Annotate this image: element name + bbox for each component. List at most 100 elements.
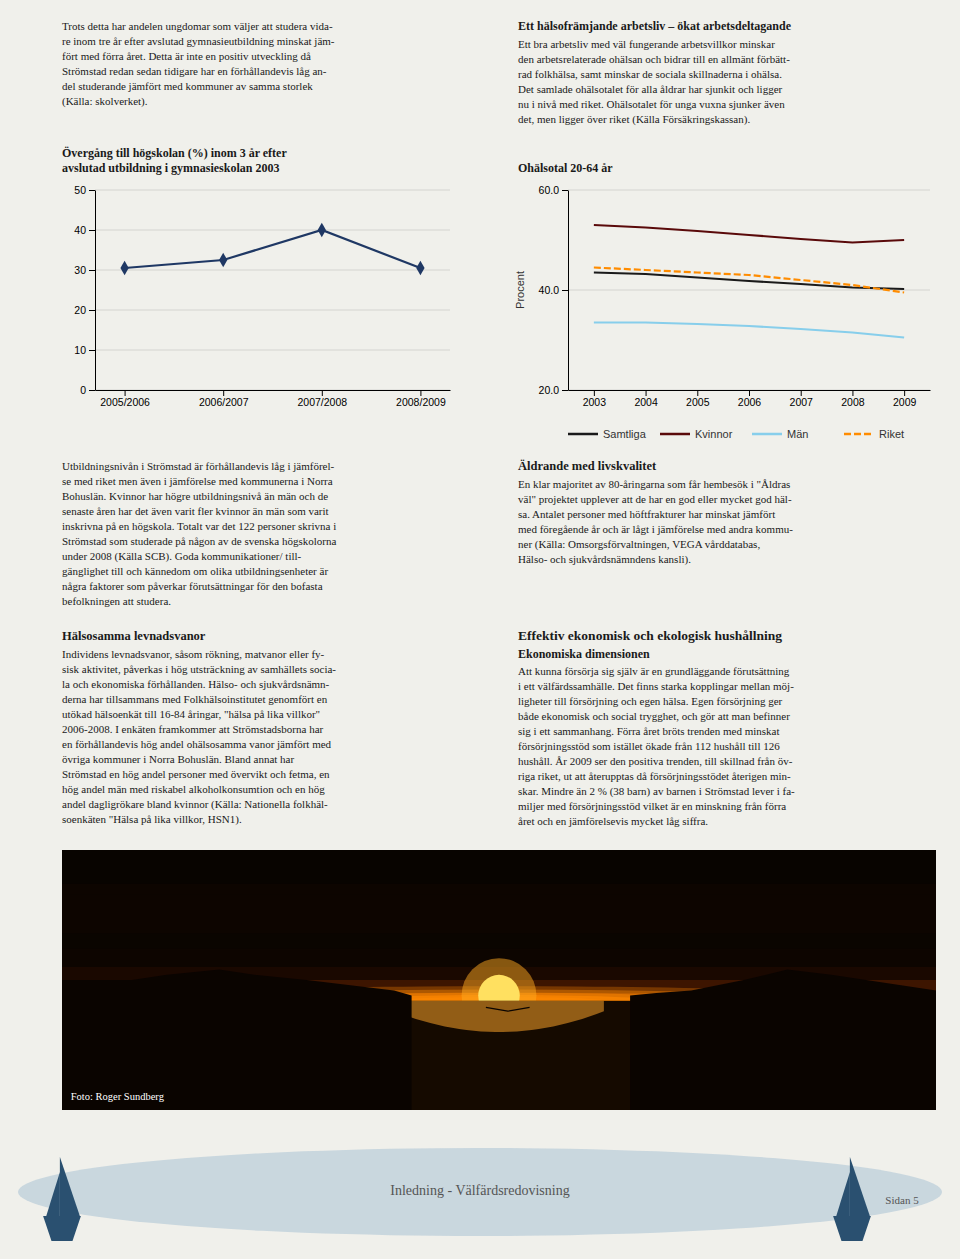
body-text: året och en jämförelsevis mycket låg sif… (518, 815, 708, 827)
tick-mark (89, 230, 95, 231)
grid (95, 190, 450, 390)
chart-title-line: Övergång till högskolan (%) inom 3 år ef… (62, 146, 287, 160)
body-text: den arbetsrelaterade ohälsan och bidrar … (518, 53, 790, 65)
body-text: Strömstad som studerade på någon av de s… (62, 535, 336, 547)
body-text: Strömstad redan sedan tidigare har en fö… (62, 65, 327, 77)
tick-mark (594, 390, 595, 396)
legend-swatch (844, 433, 874, 436)
body-text: både ekonomisk och social trygghet, och … (518, 710, 790, 722)
tick-label: 0 (80, 384, 86, 396)
body-text: soenkäten "Hälsa på lika villkor, HSN1). (62, 813, 242, 826)
axis-title: Procent (514, 271, 526, 309)
body-text: inskrivna på en högskola. Totalt var det… (62, 520, 336, 532)
tick: 2003 (583, 390, 607, 408)
tick-mark (749, 390, 750, 396)
chart-title: Övergång till högskolan (%) inom 3 år ef… (62, 146, 287, 175)
body-text: sisk aktivitet, påverkas i hög utsträckn… (62, 663, 336, 675)
tick: 0 (80, 384, 95, 396)
tick-label: 2008 (841, 396, 865, 408)
body-text: Individens levnadsvanor, såsom rökning, … (62, 648, 325, 660)
legend-label: Samtliga (603, 428, 647, 440)
heading: Ett hälsofrämjande arbetsliv – ökat arbe… (518, 19, 792, 33)
chart: 010203040502005/20062006/20072007/200820… (62, 146, 451, 408)
body-text: se med riket men även i jämförelse med k… (62, 475, 333, 487)
photo-land (62, 970, 412, 1110)
tick-label: 2008/2009 (396, 396, 446, 408)
tick-mark (89, 270, 95, 271)
marker (416, 261, 424, 275)
tick-label: 2005/2006 (100, 396, 150, 408)
tick: 40.0 (539, 284, 568, 296)
marks (120, 223, 424, 275)
legend-item: Riket (844, 428, 904, 440)
series-line (594, 225, 904, 243)
tick-mark (420, 390, 421, 396)
photo-band (62, 850, 936, 1110)
tick-label: 20 (74, 304, 86, 316)
chart-title: Ohälsotal 20-64 år (518, 161, 613, 175)
marker (318, 223, 326, 237)
tick: 2006/2007 (199, 390, 249, 408)
body-text: sig i ett sammanhang. Förra året bröts t… (518, 725, 780, 737)
body-text: under 2008 (Källa SCB). Goda kommunikati… (62, 550, 302, 563)
plot-area: 20.040.060.02003200420052006200720082009… (514, 184, 931, 409)
body-text: Strömstad en hög andel personer med över… (62, 768, 330, 780)
tick: 2008/2009 (396, 390, 446, 408)
body-text: hög andel män med riskabel alkoholkonsum… (62, 783, 325, 795)
subheading: Ekonomiska dimensionen (518, 647, 650, 661)
y-axis: 01020304050 (74, 184, 95, 396)
tick-mark (852, 390, 853, 396)
footer-wave (18, 1148, 942, 1236)
body-text: hushåll. År 2009 ser den positiva trende… (518, 755, 793, 767)
tick-label: 20.0 (539, 384, 560, 396)
grid-line (568, 290, 930, 291)
photo-land (630, 970, 936, 1110)
body-text: Ett bra arbetsliv med väl fungerande arb… (518, 38, 775, 50)
body-text: re inom tre år efter avslutad gymnasieut… (62, 35, 335, 47)
tick: 40 (74, 224, 95, 236)
tick-mark (562, 390, 568, 391)
text-block: Ett hälsofrämjande arbetsliv – ökat arbe… (518, 19, 792, 126)
photo: Foto: Roger Sundberg (62, 850, 936, 1110)
sailboat-part (60, 1157, 80, 1216)
legend-swatch (660, 433, 690, 436)
tick: 2006 (738, 390, 762, 408)
chart-title-line: avslutad utbildning i gymnasieskolan 200… (62, 161, 279, 175)
body-text: övriga kommuner i Norra Bohuslän. Bland … (62, 753, 295, 765)
sailboat-part (850, 1157, 870, 1216)
axis-line (568, 191, 569, 391)
legend-item: Kvinnor (660, 428, 733, 440)
grid-line (95, 230, 450, 231)
x-axis: 2003200420052006200720082009 (569, 390, 931, 408)
body-text: senaste åren har det även varit fler kvi… (62, 505, 329, 517)
tick-label: 2003 (583, 396, 607, 408)
series-line (594, 268, 904, 293)
body-text: det, men ligger över riket (Källa Försäk… (518, 113, 750, 126)
legend-label: Kvinnor (695, 428, 733, 440)
tick-label: 2005 (686, 396, 710, 408)
tick: 2005/2006 (100, 390, 150, 408)
tick-label: 60.0 (539, 184, 560, 196)
heading: Äldrande med livskvalitet (518, 459, 657, 473)
marker (219, 253, 227, 267)
tick-mark (322, 390, 323, 396)
legend-item: Män (752, 428, 808, 440)
tick: 2007/2008 (297, 390, 347, 408)
photo-credit: Foto: Roger Sundberg (71, 1091, 165, 1102)
tick: 60.0 (539, 184, 568, 196)
body-text: andel dagligrökare bland kvinnor (Källa:… (62, 798, 328, 811)
chart: 20.040.060.02003200420052006200720082009… (514, 161, 931, 440)
tick-label: 10 (74, 344, 86, 356)
series-line (594, 323, 904, 338)
body-text: Hälso- och sjukvårdsnämndens kansli). (518, 553, 691, 566)
body-text: En klar majoritet av 80-åringarna som få… (518, 478, 790, 490)
tick: 2004 (634, 390, 658, 408)
body-text: befolkningen att studera. (62, 595, 171, 607)
text-block: Trots detta har andelen ungdomar som väl… (62, 20, 335, 108)
tick-label: 30 (74, 264, 86, 276)
plot-area: 010203040502005/20062006/20072007/200820… (74, 184, 450, 409)
body-text: Utbildningsnivån i Strömstad är förhålla… (62, 460, 335, 472)
tick-mark (89, 310, 95, 311)
body-text: några faktorer som påverkar förutsättnin… (62, 580, 323, 592)
photo-band (62, 850, 936, 967)
